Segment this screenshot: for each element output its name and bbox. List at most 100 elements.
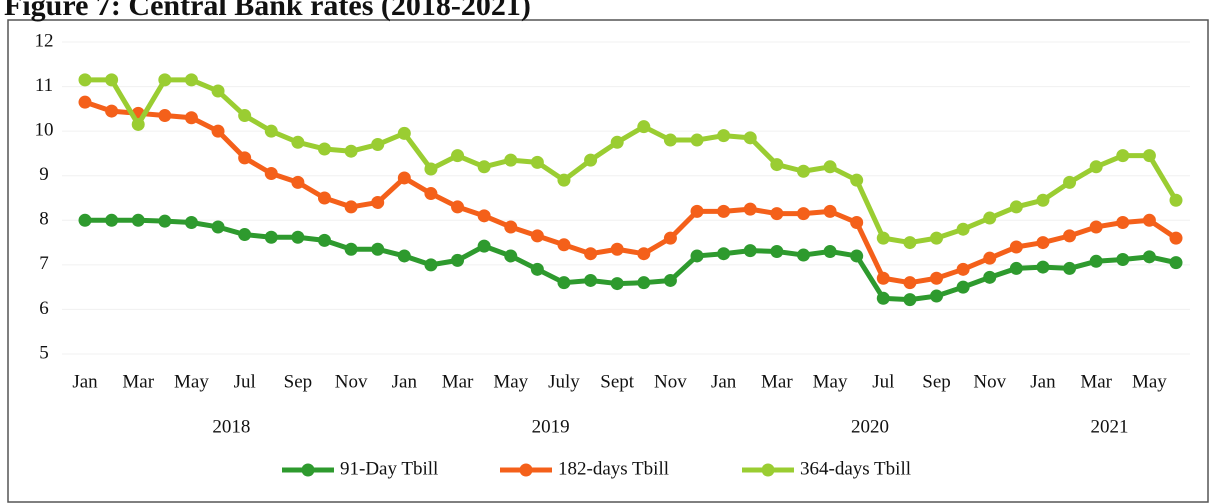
data-point [1009, 240, 1023, 254]
data-point [1009, 261, 1023, 275]
y-tick-label: 11 [35, 75, 53, 96]
x-tick-label: Nov [335, 371, 368, 392]
series-line [84, 99, 1178, 286]
data-point [743, 244, 757, 258]
data-point [903, 236, 917, 250]
data-point [131, 117, 145, 131]
data-point [690, 249, 704, 263]
data-point [291, 175, 305, 189]
data-point [1169, 231, 1183, 245]
legend-label: 91-Day Tbill [340, 458, 438, 479]
chart-title: Figure 7: Central Bank rates (2018-2021) [4, 0, 531, 22]
data-point [371, 138, 385, 152]
x-tick-label: Sept [600, 371, 635, 392]
data-point [264, 166, 278, 180]
group-label: 2018 [212, 416, 250, 437]
data-point [238, 109, 252, 123]
x-tick-label: Mar [442, 371, 474, 392]
data-point [1116, 149, 1130, 163]
x-tick-label: Jul [234, 371, 256, 392]
y-tick-label: 9 [39, 164, 49, 185]
data-point [451, 253, 465, 267]
x-tick-label: Sep [284, 371, 313, 392]
data-point [371, 195, 385, 209]
data-point [78, 213, 92, 227]
data-point [850, 249, 864, 263]
data-point [1063, 229, 1077, 243]
data-point [451, 200, 465, 214]
y-tick-label: 7 [39, 253, 49, 274]
legend-marker [519, 463, 533, 477]
data-point [477, 239, 491, 253]
data-point [238, 228, 252, 242]
x-tick-label: Jan [711, 371, 737, 392]
data-point [504, 220, 518, 234]
data-point [930, 289, 944, 303]
data-point [1142, 250, 1156, 264]
data-point [264, 230, 278, 244]
data-point [956, 262, 970, 276]
data-point [717, 204, 731, 218]
data-point [211, 84, 225, 98]
data-point [344, 242, 358, 256]
group-label: 2020 [851, 416, 889, 437]
data-point [78, 73, 92, 87]
data-point [105, 73, 119, 87]
legend-label: 364-days Tbill [800, 458, 911, 479]
data-point [1036, 260, 1050, 274]
data-point [743, 202, 757, 216]
data-point [717, 129, 731, 143]
data-point [823, 204, 837, 218]
data-point [584, 247, 598, 261]
data-point [1036, 236, 1050, 250]
x-tick-label: Sep [922, 371, 951, 392]
y-tick-label: 12 [35, 30, 54, 51]
data-point [158, 214, 172, 228]
data-point [184, 73, 198, 87]
y-tick-label: 8 [39, 209, 49, 230]
data-point [158, 109, 172, 123]
data-point [584, 153, 598, 167]
data-point [1089, 254, 1103, 268]
data-point [105, 104, 119, 118]
legend-marker [761, 463, 775, 477]
data-point [930, 231, 944, 245]
data-point [238, 151, 252, 165]
data-point [477, 160, 491, 174]
data-point [1142, 213, 1156, 227]
data-point [983, 270, 997, 284]
data-point [1089, 160, 1103, 174]
data-point [1009, 200, 1023, 214]
legend-label: 182-days Tbill [558, 458, 669, 479]
x-tick-label: Mar [122, 371, 154, 392]
data-point [530, 262, 544, 276]
data-point [796, 248, 810, 262]
data-point [291, 230, 305, 244]
data-point [637, 247, 651, 261]
data-point [1116, 253, 1130, 267]
data-point [424, 162, 438, 176]
x-tick-label: Jan [72, 371, 98, 392]
data-point [557, 238, 571, 252]
data-point [264, 124, 278, 138]
x-tick-label: May [174, 371, 209, 392]
data-point [424, 258, 438, 272]
x-tick-label: Jan [1030, 371, 1056, 392]
x-tick-label: May [813, 371, 848, 392]
data-point [956, 280, 970, 294]
data-point [211, 220, 225, 234]
data-point [770, 158, 784, 172]
group-label: 2019 [532, 416, 570, 437]
data-point [876, 271, 890, 285]
data-point [1063, 175, 1077, 189]
data-point [1169, 256, 1183, 270]
data-point [876, 291, 890, 305]
data-point [584, 273, 598, 287]
data-point [291, 135, 305, 149]
y-tick-label: 5 [39, 342, 49, 363]
data-point [371, 242, 385, 256]
data-point [903, 293, 917, 307]
data-point [743, 131, 757, 145]
data-point [344, 144, 358, 158]
